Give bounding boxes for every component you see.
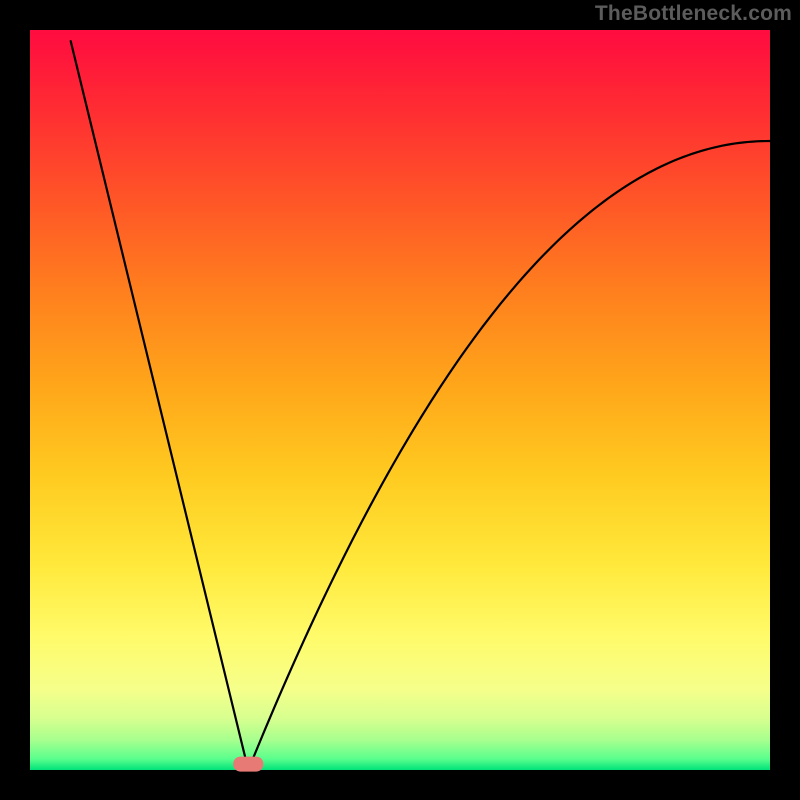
optimal-point-marker [233, 757, 263, 772]
bottleneck-chart [0, 0, 800, 800]
watermark-text: TheBottleneck.com [595, 2, 792, 26]
chart-container: TheBottleneck.com [0, 0, 800, 800]
plot-background [30, 30, 770, 770]
